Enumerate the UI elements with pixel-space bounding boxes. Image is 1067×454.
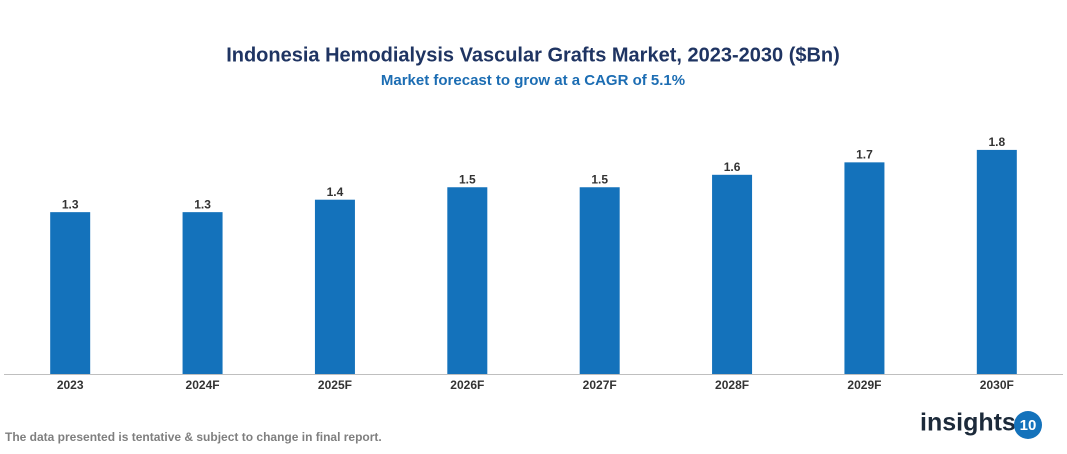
x-tick-label: 2026F xyxy=(450,378,484,392)
value-label: 1.5 xyxy=(591,172,608,186)
bar xyxy=(579,187,620,374)
x-tick-label: 2027F xyxy=(583,378,617,392)
bar xyxy=(182,212,223,374)
value-label: 1.7 xyxy=(856,148,873,162)
value-label: 1.8 xyxy=(988,135,1005,149)
value-label: 1.3 xyxy=(62,197,79,211)
bar xyxy=(50,212,91,374)
x-tick-label: 2025F xyxy=(318,378,352,392)
value-label: 1.5 xyxy=(459,172,476,186)
footnote: The data presented is tentative & subjec… xyxy=(5,430,382,444)
chart-subtitle: Market forecast to grow at a CAGR of 5.1… xyxy=(381,72,685,89)
value-label: 1.3 xyxy=(194,197,211,211)
logo: insights 10 xyxy=(920,409,1042,439)
x-tick-label: 2030F xyxy=(980,378,1014,392)
brand-name: insights xyxy=(920,409,1016,437)
bar xyxy=(844,162,885,374)
x-tick-label: 2024F xyxy=(186,378,220,392)
brand-badge xyxy=(1014,411,1042,439)
bar xyxy=(712,174,753,374)
bar xyxy=(314,199,355,374)
bar xyxy=(447,187,488,374)
bar xyxy=(976,149,1017,374)
brand-badge-text: 10 xyxy=(1020,417,1037,434)
value-label: 1.6 xyxy=(724,160,741,174)
x-tick-label: 2029F xyxy=(847,378,881,392)
chart-title: Indonesia Hemodialysis Vascular Grafts M… xyxy=(226,44,840,66)
x-tick-label: 2023 xyxy=(57,378,84,392)
value-label: 1.4 xyxy=(327,185,344,199)
x-tick-label: 2028F xyxy=(715,378,749,392)
